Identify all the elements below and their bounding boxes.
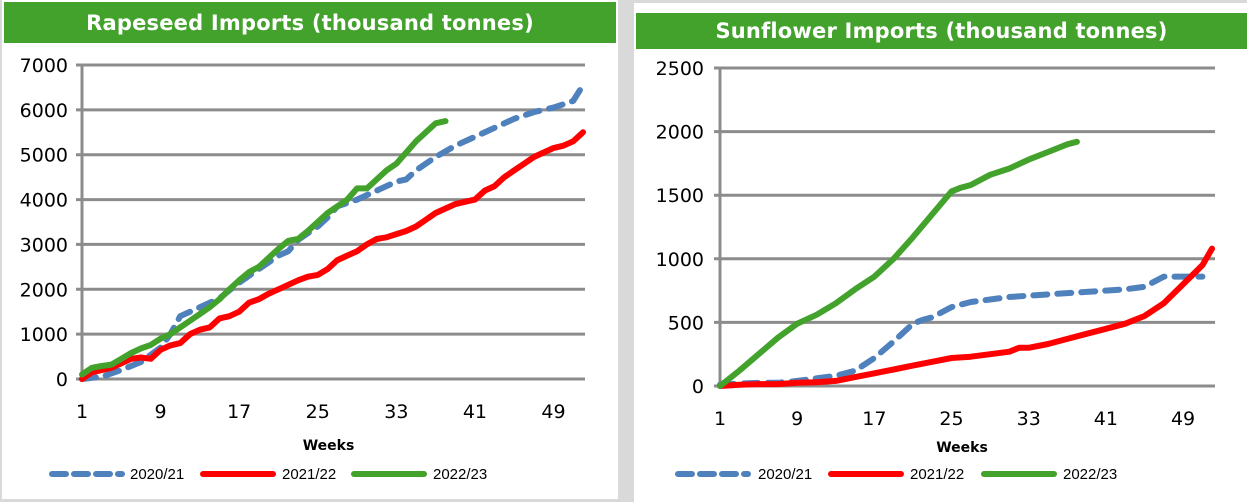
x-tick-label: 41 xyxy=(1094,408,1118,430)
x-tick-label: 41 xyxy=(463,401,487,423)
y-tick-label: 500 xyxy=(668,312,704,334)
y-tick-label: 2000 xyxy=(656,122,704,144)
legend-label: 2020/21 xyxy=(758,466,812,483)
y-tick-label: 1500 xyxy=(656,185,704,207)
y-tick-label: 1000 xyxy=(656,249,704,271)
x-tick-label: 25 xyxy=(939,408,963,430)
x-tick-label: 33 xyxy=(384,401,408,423)
legend-label: 2020/21 xyxy=(130,466,184,483)
series-line-2022-23 xyxy=(79,118,449,378)
x-tick-label: 33 xyxy=(1017,408,1041,430)
y-tick-label: 2500 xyxy=(656,58,704,80)
y-tick-label: 1000 xyxy=(20,324,68,346)
y-tick-label: 0 xyxy=(56,369,68,391)
x-tick-label: 1 xyxy=(714,408,726,430)
x-axis-title: Weeks xyxy=(303,438,355,454)
x-tick-label: 49 xyxy=(541,401,565,423)
x-tick-label: 1 xyxy=(76,401,88,423)
y-tick-label: 3000 xyxy=(20,234,68,256)
x-tick-label: 17 xyxy=(227,401,251,423)
x-tick-label: 9 xyxy=(791,408,803,430)
rapeseed-chart: 0 1000 2000 3000 4000 5000 6000 7000 1 9 17 25 33 41 4… xyxy=(20,55,586,483)
x-tick-label: 49 xyxy=(1171,408,1195,430)
series-line-2021-22 xyxy=(717,245,1215,389)
y-tick-label: 0 xyxy=(692,376,704,398)
legend-label: 2022/23 xyxy=(433,466,487,483)
x-tick-label: 25 xyxy=(306,401,330,423)
y-tick-label: 6000 xyxy=(20,100,68,122)
legend-label: 2021/22 xyxy=(910,466,964,483)
rapeseed-panel: Rapeseed Imports (thousand tonnes) 0 1000… xyxy=(0,0,618,499)
x-axis-title: Weeks xyxy=(936,440,988,456)
sunflower-chart: 0 500 1000 1500 2000 2500 1 9 17 25 33 41 49 Weeks 202… xyxy=(656,58,1215,483)
rapeseed-chart-title: Rapeseed Imports (thousand tonnes) xyxy=(4,2,616,43)
x-tick-label: 17 xyxy=(862,408,886,430)
y-tick-label: 5000 xyxy=(20,145,68,167)
y-tick-label: 4000 xyxy=(20,190,68,212)
y-tick-label: 7000 xyxy=(20,55,68,77)
series-line-2021-22 xyxy=(79,129,586,382)
series-line-2022-23 xyxy=(717,138,1080,389)
x-tick-label: 9 xyxy=(155,401,167,423)
sunflower-panel: Sunflower Imports (thousand tonnes) 0 500… xyxy=(634,3,1247,502)
legend-label: 2022/23 xyxy=(1063,466,1117,483)
legend-label: 2021/22 xyxy=(282,466,336,483)
sunflower-chart-title: Sunflower Imports (thousand tonnes) xyxy=(636,13,1247,49)
y-tick-label: 2000 xyxy=(20,279,68,301)
